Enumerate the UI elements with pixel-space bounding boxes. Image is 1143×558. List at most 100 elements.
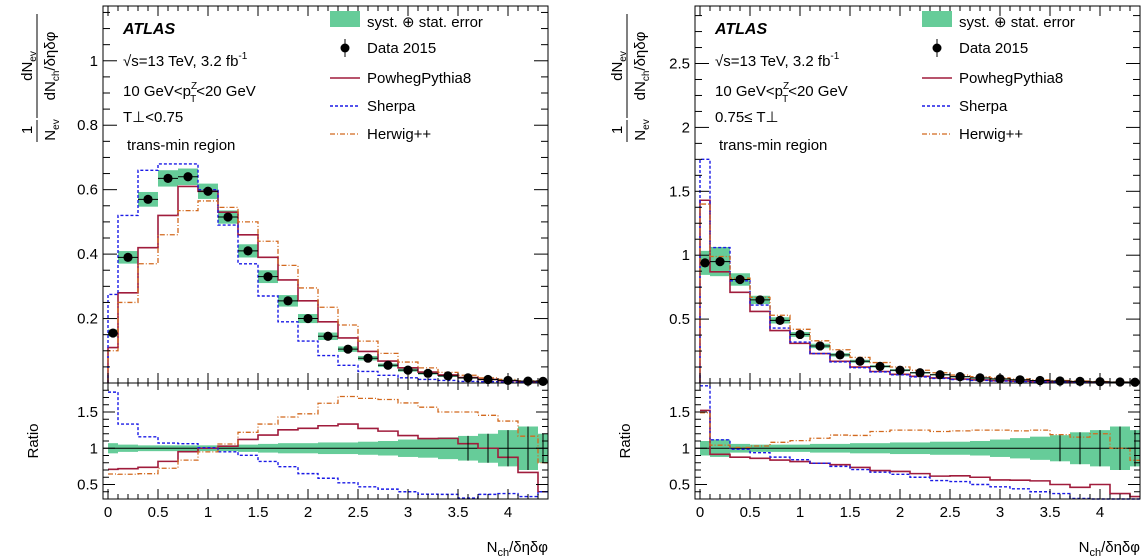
data-point	[855, 356, 865, 366]
energy-lumi: √s=13 TeV, 3.2 fb-1	[123, 51, 248, 70]
y-title-nev: Nev	[632, 119, 652, 140]
y-nev-main: N	[42, 130, 59, 141]
y-title-denominator: dNch/δηδφ	[42, 31, 62, 100]
x-tick-label: 1	[204, 504, 212, 521]
error-band-main	[108, 168, 548, 383]
x-tick-label: 2	[304, 504, 312, 521]
ratio-label: Ratio	[617, 423, 634, 458]
powheg-histogram	[699, 199, 1140, 384]
x-tick-label: 3	[996, 504, 1004, 521]
data-point	[443, 371, 453, 381]
legend-label-sherpa: Sherpa	[959, 98, 1008, 115]
pt-sub: T	[782, 94, 788, 105]
data-point	[183, 172, 193, 182]
y-tick-label: 0.6	[77, 182, 98, 199]
energy-lumi-text: √s=13 TeV, 3.2 fb	[123, 53, 238, 70]
data-point	[223, 212, 233, 222]
herwig-histogram	[107, 200, 548, 383]
y-title-numerator: dNev	[19, 51, 39, 81]
x-tick-label: 2	[896, 504, 904, 521]
data-point	[955, 372, 965, 382]
energy-lumi-text: √s=13 TeV, 3.2 fb	[715, 53, 830, 70]
legend-label-powheg: PowhegPythia8	[959, 70, 1063, 87]
legend-label-band: syst. ⊕ stat. error	[367, 14, 483, 31]
error-band-main	[700, 247, 1140, 384]
y-tick-label: 0.2	[77, 311, 98, 328]
ratio-axis-title: Ratio	[617, 423, 634, 458]
ratio-y-tick-label: 1	[682, 440, 690, 457]
legend-label-powheg: PowhegPythia8	[367, 70, 471, 87]
y-num-main: dN	[19, 62, 36, 81]
x-tick-label: 3	[404, 504, 412, 521]
x-title-sub: ch	[497, 547, 509, 558]
x-title-post: /δηδφ	[1101, 539, 1140, 556]
y-den-sub: ch	[641, 71, 652, 82]
panel-left: 0.2 0.4 0.6 0.8 1 0.5 1 1.5 0 0.5 1 1.5 2 2.5 3 3.5 4 Nch…	[19, 5, 549, 558]
y-tick-label: 2.5	[669, 56, 690, 73]
legend-label-herwig: Herwig++	[367, 126, 431, 143]
y-title-numerator: dNev	[609, 51, 629, 81]
data-point	[243, 246, 253, 256]
data-point	[363, 353, 373, 363]
y-den-post: /δηδφ	[42, 31, 59, 70]
y-nev-main: N	[632, 130, 649, 141]
y-tick-label: 0.4	[77, 246, 98, 263]
legend-band-swatch	[922, 11, 952, 27]
data-point	[283, 296, 293, 306]
pt-sub: T	[190, 94, 196, 105]
x-tick-label: 4	[504, 504, 512, 521]
data-point	[835, 350, 845, 360]
sherpa-histogram	[107, 163, 548, 384]
energy-lumi: √s=13 TeV, 3.2 fb-1	[715, 51, 840, 70]
data-point	[383, 360, 393, 370]
legend: syst. ⊕ stat. error Data 2015 PowhegPythia…	[922, 11, 1075, 143]
y-den-main: dN	[42, 81, 59, 100]
ratio-label: Ratio	[25, 423, 42, 458]
data-point	[163, 173, 173, 183]
x-tick-label: 3.5	[1040, 504, 1061, 521]
sherpa-histogram	[699, 158, 1140, 384]
data-point	[895, 365, 905, 375]
data-point	[263, 272, 273, 282]
lumi-exp: -1	[238, 51, 247, 62]
pt-pre: 10 GeV<p	[715, 83, 783, 100]
data-point	[935, 370, 945, 380]
y-title-nev: Nev	[42, 119, 62, 140]
data-point	[1130, 377, 1140, 387]
x-title-main: N	[487, 539, 498, 556]
data-point	[915, 368, 925, 378]
data-point	[975, 373, 985, 383]
data-point	[538, 376, 548, 386]
data-point	[795, 329, 805, 340]
herwig-ratio-line	[700, 412, 1140, 461]
ratio-y-tick-label: 0.5	[77, 477, 98, 494]
ratio-y-tick-label: 0.5	[669, 477, 690, 494]
data-point	[875, 361, 885, 371]
x-tick-label: 0	[104, 504, 112, 521]
legend-label-sherpa: Sherpa	[367, 98, 416, 115]
data-point	[463, 373, 473, 383]
y-num-sub: ev	[28, 51, 39, 62]
y-num-main: dN	[609, 62, 626, 81]
x-tick-label: 2.5	[940, 504, 961, 521]
pt-cut: 10 GeV<pZ T<20 GeV	[123, 81, 256, 105]
x-title-sub: ch	[1089, 547, 1101, 558]
x-tick-label: 2.5	[348, 504, 369, 521]
legend-label-band: syst. ⊕ stat. error	[959, 14, 1075, 31]
atlas-label: ATLAS	[714, 21, 767, 38]
data-point	[108, 328, 118, 338]
pt-sup: Z	[191, 81, 197, 92]
pt-pre: 10 GeV<p	[123, 83, 191, 100]
tperp-cut: T⊥<0.75	[123, 109, 183, 126]
ratio-axis-title: Ratio	[25, 423, 42, 458]
data-point	[735, 274, 745, 285]
data-point	[715, 256, 725, 267]
ratio-y-tick-label: 1.5	[77, 404, 98, 421]
powheg-histogram	[107, 185, 548, 384]
y-title-one: 1	[609, 126, 626, 134]
legend-band-swatch	[330, 11, 360, 27]
y-tick-label: 1	[682, 247, 690, 264]
x-tick-label: 3.5	[448, 504, 469, 521]
panel-right: 0.5 1 1.5 2 2.5 0.5 1 1.5 0 0.5 1 1.5 2 2.5 3 3.5 4 Nch/δ…	[609, 5, 1141, 558]
